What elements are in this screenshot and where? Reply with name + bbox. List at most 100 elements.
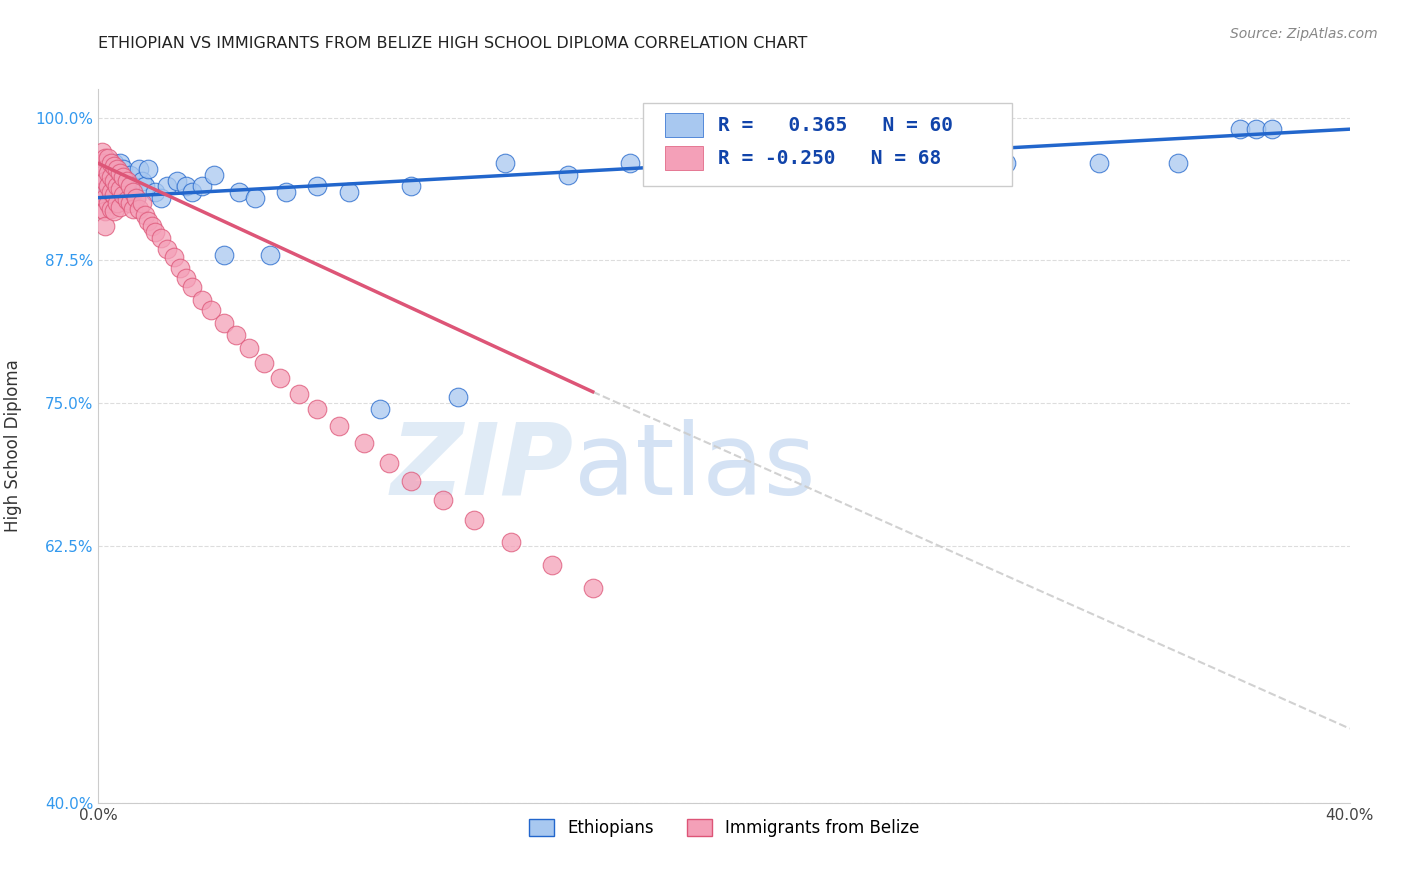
Text: atlas: atlas	[574, 419, 815, 516]
Point	[494, 156, 516, 170]
Point	[166, 173, 188, 187]
Point	[269, 371, 291, 385]
Point	[225, 327, 247, 342]
Point	[115, 173, 138, 187]
Point	[93, 151, 115, 165]
Point	[169, 261, 191, 276]
Point	[93, 185, 115, 199]
Point	[243, 191, 266, 205]
Point	[112, 188, 135, 202]
Legend: Ethiopians, Immigrants from Belize: Ethiopians, Immigrants from Belize	[529, 819, 920, 838]
Point	[90, 156, 112, 170]
Point	[181, 185, 204, 199]
Point	[337, 185, 360, 199]
Point	[447, 391, 470, 405]
FancyBboxPatch shape	[643, 103, 1012, 186]
Point	[190, 179, 212, 194]
Point	[190, 293, 212, 308]
Point	[97, 162, 120, 177]
Point	[105, 179, 128, 194]
Point	[582, 581, 605, 595]
Point	[97, 196, 120, 211]
Point	[100, 202, 122, 216]
Point	[156, 242, 179, 256]
Point	[97, 179, 120, 194]
Point	[97, 151, 120, 165]
Point	[103, 159, 125, 173]
Point	[110, 165, 132, 179]
Point	[100, 185, 122, 199]
Point	[100, 185, 122, 199]
Point	[501, 535, 523, 549]
Point	[212, 248, 235, 262]
Point	[259, 248, 281, 262]
Point	[274, 185, 298, 199]
Point	[134, 208, 156, 222]
Point	[131, 173, 153, 187]
Point	[93, 156, 115, 170]
Point	[105, 179, 128, 194]
Point	[110, 156, 132, 170]
Point	[103, 204, 125, 219]
Point	[110, 173, 132, 187]
Point	[228, 185, 250, 199]
Point	[917, 156, 939, 170]
Point	[105, 162, 128, 177]
Point	[174, 179, 197, 194]
Point	[128, 162, 150, 177]
Point	[97, 165, 120, 179]
Point	[93, 191, 115, 205]
Point	[328, 419, 350, 434]
Point	[1088, 156, 1111, 170]
Point	[115, 193, 138, 207]
Point	[105, 191, 128, 205]
Point	[93, 173, 115, 187]
Text: Source: ZipAtlas.com: Source: ZipAtlas.com	[1230, 27, 1378, 41]
Point	[97, 196, 120, 211]
Point	[118, 168, 141, 182]
Point	[744, 156, 766, 170]
Point	[134, 179, 156, 194]
Point	[150, 230, 173, 244]
Point	[401, 179, 423, 194]
Point	[93, 204, 115, 219]
Point	[103, 156, 125, 170]
Point	[131, 196, 153, 211]
Point	[143, 225, 166, 239]
Point	[110, 181, 132, 195]
Point	[97, 179, 120, 194]
Point	[115, 173, 138, 187]
Point	[181, 279, 204, 293]
Point	[1260, 122, 1282, 136]
Point	[118, 185, 141, 199]
Point	[994, 156, 1017, 170]
Point	[118, 196, 141, 211]
Point	[432, 493, 454, 508]
Point	[143, 185, 166, 199]
Point	[156, 179, 179, 194]
Point	[121, 185, 143, 199]
Point	[353, 436, 375, 450]
Point	[368, 401, 391, 416]
Point	[125, 191, 148, 205]
Point	[90, 145, 112, 159]
Point	[118, 179, 141, 194]
Point	[1229, 122, 1251, 136]
Point	[90, 173, 112, 187]
Point	[103, 191, 125, 205]
Point	[103, 173, 125, 187]
Point	[200, 302, 222, 317]
Point	[141, 219, 163, 234]
Point	[121, 202, 143, 216]
Point	[110, 200, 132, 214]
Point	[100, 156, 122, 170]
Point	[103, 173, 125, 187]
Point	[619, 156, 641, 170]
Point	[112, 170, 135, 185]
Point	[287, 387, 309, 401]
Point	[150, 191, 173, 205]
Point	[103, 188, 125, 202]
Point	[378, 456, 401, 470]
Point	[162, 250, 184, 264]
Point	[174, 270, 197, 285]
